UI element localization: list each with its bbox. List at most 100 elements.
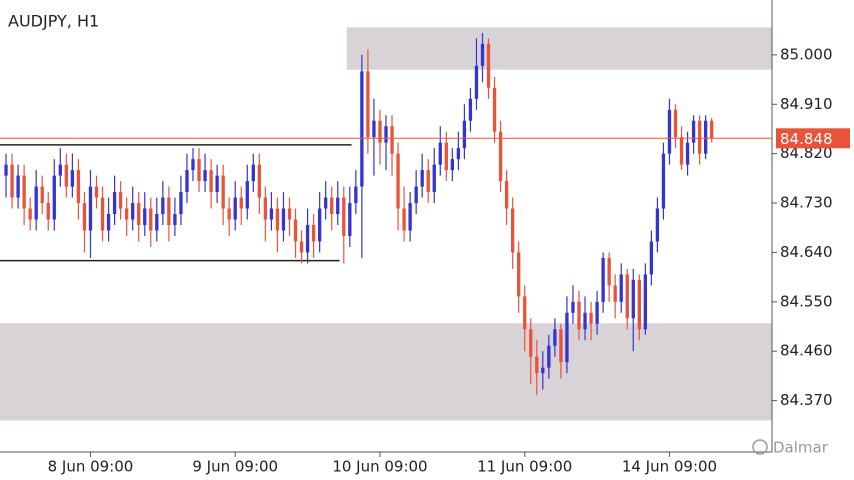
watermark-text: Dalmar (773, 439, 829, 457)
x-tick-label: 14 Jun 09:00 (622, 458, 717, 476)
candle-body (203, 170, 207, 182)
candle-body (498, 131, 503, 182)
y-tick-label: 84.640 (780, 243, 833, 261)
last-price-label: 84.848 (780, 130, 833, 148)
candle-body (607, 257, 611, 286)
candle-body (287, 208, 292, 220)
candle-body (299, 241, 304, 253)
candle-body (46, 203, 50, 220)
candle-body (330, 197, 334, 215)
candle-body (317, 208, 322, 242)
candle-body (474, 65, 479, 99)
candle-body (559, 329, 563, 363)
candle-body (510, 208, 515, 253)
candle-body (293, 219, 298, 242)
candle-body (64, 164, 69, 187)
candle-body (637, 279, 641, 330)
chart-title: AUDJPY, H1 (8, 12, 99, 31)
candle-body (649, 241, 654, 275)
candle-body (76, 170, 81, 204)
candle-body (655, 208, 660, 242)
candle-body (504, 181, 509, 209)
candle-body (480, 43, 485, 66)
y-tick-label: 84.820 (780, 144, 833, 162)
candle-body (94, 186, 99, 198)
candle-body (263, 197, 268, 220)
candle-body (197, 159, 201, 182)
candle-body (149, 208, 153, 231)
watermark-icon (752, 439, 768, 455)
candle-body (215, 175, 219, 193)
candle-body (673, 109, 678, 138)
y-tick-label: 84.550 (780, 292, 833, 310)
candle-body (703, 120, 708, 154)
candle-body (305, 225, 310, 253)
y-tick-label: 84.370 (780, 391, 833, 409)
candle-body (438, 142, 442, 165)
candle-body (565, 312, 569, 363)
candle-body (58, 164, 62, 176)
candle-body (354, 186, 358, 204)
supply-demand-zone (0, 323, 772, 421)
candle-body (456, 148, 461, 160)
x-tick-label: 9 Jun 09:00 (192, 458, 278, 476)
candle-body (239, 197, 243, 209)
candle-body (691, 120, 696, 143)
candle-body (311, 225, 316, 242)
candle-body (348, 203, 352, 236)
x-tick-label: 8 Jun 09:00 (48, 458, 134, 476)
candle-body (378, 120, 382, 143)
candle-body (643, 274, 648, 330)
candle-body (571, 301, 575, 313)
candle-body (82, 203, 87, 231)
candle-body (16, 175, 20, 198)
candle-body (432, 164, 436, 193)
candle-body (100, 197, 105, 231)
candle-body (595, 301, 599, 324)
candle-body (131, 203, 135, 220)
candle-body (4, 164, 8, 176)
candle-body (342, 197, 346, 236)
last-price-box (776, 128, 850, 149)
x-tick-label: 11 Jun 09:00 (477, 458, 572, 476)
candle-body (583, 312, 587, 330)
candle-body (468, 98, 473, 121)
candle-body (221, 175, 225, 209)
candle-body (336, 197, 340, 215)
candle-body (106, 214, 111, 231)
candle-body (324, 197, 328, 209)
candle-body (70, 170, 75, 187)
supply-demand-zone (346, 27, 772, 70)
candle-body (179, 192, 183, 215)
candle-body (402, 208, 406, 231)
candle-body (426, 170, 430, 193)
candle-body (269, 208, 274, 220)
candle-body (118, 192, 123, 209)
candle-body (34, 186, 38, 220)
candle-body (529, 329, 533, 357)
candle-body (124, 208, 129, 220)
candle-body (667, 109, 672, 154)
candle-body (173, 214, 177, 225)
candle-body (161, 197, 165, 215)
candle-body (384, 126, 388, 143)
candle-body (155, 214, 159, 231)
candle-body (209, 170, 213, 193)
candle-body (535, 356, 539, 374)
candle-body (366, 71, 370, 138)
candle-body (227, 208, 231, 220)
candle-body (619, 274, 623, 302)
candle-body (360, 71, 364, 187)
candle-body (245, 181, 249, 209)
candle-body (22, 175, 26, 209)
y-tick-label: 84.910 (780, 95, 833, 113)
candle-body (679, 137, 684, 165)
candle-body (613, 285, 617, 302)
candle-body (396, 153, 400, 209)
candle-body (408, 203, 412, 231)
candle-body (52, 175, 56, 220)
candle-body (523, 296, 527, 330)
candle-body (486, 43, 491, 88)
candle-body (601, 257, 605, 302)
